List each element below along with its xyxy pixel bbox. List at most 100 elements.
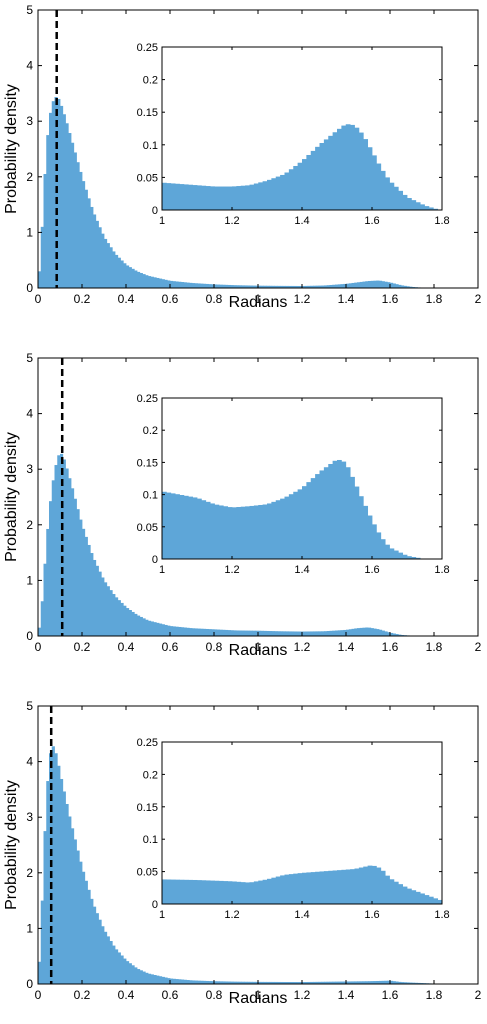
inset-histogram-bar — [236, 881, 242, 904]
histogram-bar — [362, 981, 366, 984]
histogram-bar — [348, 283, 352, 288]
histogram-bar — [137, 969, 141, 984]
histogram-bar — [214, 284, 218, 288]
inset-histogram-bar — [205, 880, 211, 904]
histogram-bar — [321, 981, 325, 984]
x-tick-label: 1.4 — [338, 292, 355, 306]
histogram-bar — [373, 628, 377, 636]
y-tick-label: 4 — [26, 755, 33, 769]
inset-histogram-bar — [306, 154, 312, 210]
histogram-bar — [255, 285, 259, 288]
histogram-bar — [313, 981, 317, 984]
inset-histogram-bar — [188, 496, 194, 559]
inset-histogram-bar — [415, 557, 421, 559]
histogram-bar — [379, 280, 383, 288]
histogram-bar — [302, 631, 306, 636]
histogram-bar — [384, 281, 388, 288]
histogram-bar — [343, 981, 347, 984]
histogram-bar — [170, 280, 174, 288]
inset-histogram-bar — [323, 871, 329, 904]
inset-histogram-bar — [385, 177, 390, 210]
histogram-bar — [332, 284, 336, 288]
histogram-bar — [329, 981, 333, 984]
histogram-bar — [329, 284, 333, 288]
histogram-bar — [211, 284, 215, 288]
inset-histogram-bar — [297, 489, 303, 559]
histogram-bar — [337, 284, 341, 288]
x-tick-label: 1.6 — [382, 292, 399, 306]
x-tick-label: 0.8 — [206, 640, 223, 654]
histogram-bar — [200, 980, 204, 984]
histogram-bar — [357, 282, 361, 288]
histogram-bar — [376, 629, 380, 636]
histogram-bar — [46, 135, 50, 288]
inset-histogram-bar — [162, 491, 167, 559]
inset-histogram-bar — [271, 178, 277, 210]
histogram-bar — [222, 284, 226, 288]
inset-y-tick-label: 0.25 — [137, 737, 158, 749]
inset-histogram-bar — [232, 186, 237, 210]
histogram-bar — [241, 285, 245, 288]
histogram-bar — [373, 981, 377, 984]
inset-histogram-bar — [415, 891, 421, 904]
histogram-bar — [225, 981, 229, 984]
histogram-bar — [241, 630, 245, 636]
inset-histogram-bar — [201, 500, 207, 559]
histogram-bar — [68, 133, 72, 288]
inset-histogram-bar — [240, 882, 246, 904]
histogram-bar — [120, 602, 124, 636]
histogram-bar — [227, 284, 231, 288]
histogram-bar — [370, 981, 374, 984]
histogram-bar — [299, 285, 303, 288]
histogram-bar — [296, 982, 300, 984]
histogram-bar — [233, 285, 237, 288]
inset-histogram-bar — [319, 470, 325, 559]
inset-histogram-bar — [262, 181, 268, 210]
histogram-bar — [57, 455, 61, 636]
histogram-bar — [260, 285, 264, 288]
inset-histogram-bar — [398, 190, 404, 210]
x-axis-label: Radians — [229, 990, 288, 1007]
histogram-bar — [280, 285, 284, 288]
histogram-bar — [106, 936, 110, 984]
y-tick-label: 4 — [26, 59, 33, 73]
histogram-bar — [43, 174, 47, 288]
histogram-bar — [40, 900, 44, 984]
histogram-bar — [244, 981, 248, 984]
inset-histogram-bar — [258, 182, 264, 210]
histogram-bar — [112, 945, 116, 984]
inset-histogram-bar — [170, 183, 176, 210]
histogram-bar — [258, 630, 262, 636]
y-tick-label: 1 — [26, 573, 33, 587]
inset-x-tick-label: 1.4 — [294, 564, 309, 576]
inset-histogram-bar — [297, 873, 303, 904]
inset-histogram-bar — [380, 539, 386, 559]
histogram-bar — [73, 498, 77, 636]
histogram-bar — [142, 618, 146, 636]
histogram-bar — [93, 906, 97, 984]
inset-histogram-bar — [253, 505, 259, 559]
histogram-bar — [194, 283, 198, 288]
inset-histogram-bar — [284, 874, 290, 904]
histogram-bar — [40, 226, 44, 288]
inset-histogram-bar — [367, 865, 373, 904]
histogram-bar — [216, 284, 220, 288]
histogram-bar — [346, 981, 350, 984]
histogram-bar — [192, 283, 196, 288]
y-tick-label: 2 — [26, 170, 33, 184]
x-tick-label: 1.6 — [382, 988, 399, 1002]
histogram-bar — [381, 980, 385, 984]
inset-histogram-bar — [372, 524, 377, 559]
x-tick-label: 1.8 — [426, 988, 443, 1002]
histogram-bar — [354, 282, 358, 288]
histogram-bar — [192, 628, 196, 636]
inset-histogram-bar — [323, 139, 329, 210]
histogram-bar — [365, 981, 369, 984]
y-tick-label: 0 — [26, 281, 33, 295]
inset-histogram-bar — [372, 865, 377, 904]
inset-histogram-bar — [162, 182, 167, 210]
histogram-bar — [98, 571, 102, 636]
histogram-bar — [148, 973, 152, 984]
